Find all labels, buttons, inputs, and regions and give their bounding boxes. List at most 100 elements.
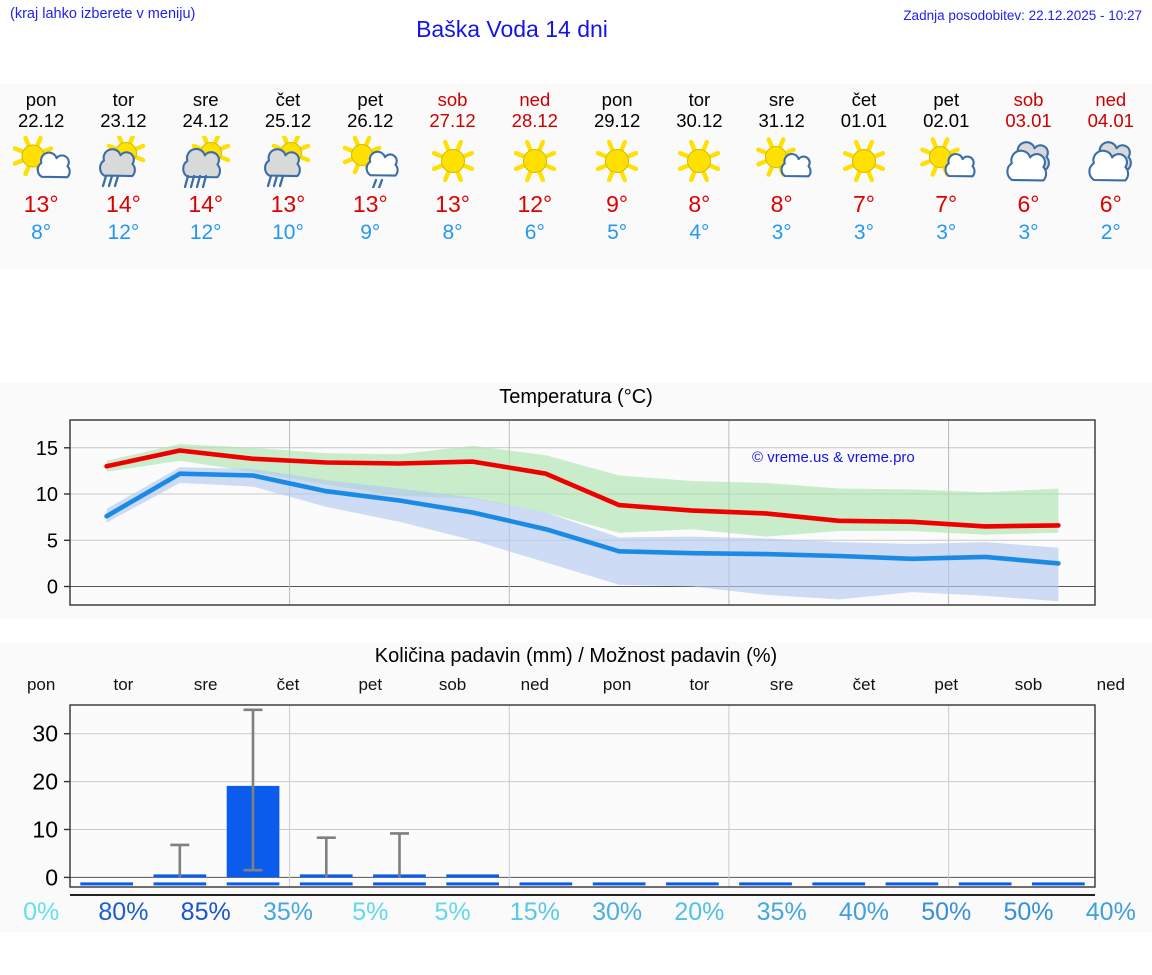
menu-hint-text: (kraj lahko izberete v meniju) (10, 6, 196, 22)
precipitation-probability-label: 50% (921, 898, 972, 926)
precipitation-day-label: tor (689, 675, 710, 694)
day-column[interactable]: tor 30.12 8° 4° (658, 84, 740, 269)
day-date-label: 01.01 (840, 110, 888, 131)
precipitation-probability-label: 0% (23, 898, 60, 926)
day-column[interactable]: čet 01.01 7° 3° (823, 84, 905, 269)
max-temperature-label: 14° (188, 191, 224, 217)
last-updated-text: Zadnja posodobitev: 22.12.2025 - 10:27 (903, 8, 1142, 23)
min-temperature-label: 2° (1100, 221, 1121, 244)
spacer-gap (0, 269, 1152, 383)
svg-text:0: 0 (47, 577, 58, 599)
max-temperature-label: 12° (517, 191, 553, 217)
max-temperature-label: 13° (352, 191, 388, 217)
copyright-credit: © vreme.us & vreme.pro (752, 449, 915, 466)
day-date-label: 29.12 (593, 110, 641, 131)
min-temperature-label: 12° (189, 221, 222, 244)
precipitation-probability-label: 35% (262, 898, 313, 926)
precipitation-probability-label: 5% (352, 898, 389, 926)
spacer-gap-2 (0, 618, 1152, 642)
cloudy-icon (987, 134, 1069, 190)
min-temperature-label: 3° (936, 221, 957, 244)
svg-text:10: 10 (32, 817, 58, 843)
min-temperature-label: 8° (442, 221, 463, 244)
day-date-label: 28.12 (511, 110, 558, 131)
day-date-label: 22.12 (17, 110, 65, 131)
min-temperature-label: 3° (771, 221, 792, 244)
precipitation-day-label: ned (1096, 675, 1125, 694)
svg-text:20: 20 (32, 769, 58, 795)
day-date-label: 31.12 (758, 110, 805, 131)
min-temperature-label: 8° (31, 221, 52, 244)
day-column[interactable]: pon 29.12 9° 5° (576, 84, 658, 269)
spacer-gap-3 (0, 932, 1152, 975)
svg-text:5: 5 (47, 530, 58, 552)
day-column[interactable]: ned 04.01 6° 2° (1070, 84, 1152, 269)
daily-forecast-strip: pon 22.12 13° 8° tor 23.12 14° 12° sre 24.12 14° 12… (0, 84, 1152, 269)
max-temperature-label: 14° (106, 191, 141, 217)
day-date-label: 24.12 (182, 110, 229, 131)
min-temperature-label: 9° (360, 221, 381, 244)
day-column[interactable]: tor 23.12 14° 12° (82, 84, 164, 269)
precipitation-chart: Količina padavin (mm) / Možnost padavin … (0, 642, 1152, 932)
precipitation-day-label: tor (113, 675, 134, 694)
day-column[interactable]: pon 22.12 13° 8° (0, 84, 82, 269)
sun-small-cloud-icon (741, 134, 823, 190)
svg-text:15: 15 (36, 438, 58, 460)
precipitation-probability-label: 5% (434, 898, 471, 926)
temperature-chart-title: Temperatura (°C) (499, 386, 653, 408)
day-of-week-label: čet (851, 89, 877, 110)
min-temperature-label: 4° (689, 221, 710, 244)
day-date-label: 30.12 (676, 110, 723, 131)
day-column[interactable]: sre 24.12 14° 12° (165, 84, 247, 269)
precipitation-probability-label: 40% (838, 898, 889, 926)
day-column[interactable]: pet 26.12 13° 9° (329, 84, 411, 269)
sun-icon (576, 134, 658, 190)
sun-icon (494, 134, 576, 190)
day-of-week-label: sob (1013, 89, 1044, 110)
precipitation-day-label: pet (358, 675, 383, 694)
sun-cloud-rain-icon (82, 134, 164, 190)
min-temperature-label: 10° (272, 221, 304, 244)
day-column[interactable]: sob 27.12 13° 8° (411, 84, 493, 269)
precipitation-day-label: pon (602, 675, 632, 694)
sun-icon (823, 134, 905, 190)
sun-icon (658, 134, 740, 190)
day-column[interactable]: ned 28.12 12° 6° (494, 84, 576, 269)
day-of-week-label: pon (25, 89, 57, 110)
day-of-week-label: tor (688, 89, 711, 110)
svg-text:0: 0 (45, 864, 58, 890)
precipitation-probability-label: 80% (98, 898, 149, 926)
day-date-label: 26.12 (347, 110, 394, 131)
max-temperature-label: 13° (270, 191, 306, 217)
day-of-week-label: ned (519, 89, 551, 110)
day-column[interactable]: čet 25.12 13° 10° (247, 84, 329, 269)
max-temperature-label: 7° (852, 191, 875, 217)
page-title: Baška Voda 14 dni (416, 16, 608, 42)
precipitation-day-label: čet (852, 675, 876, 694)
page-header: (kraj lahko izberete v meniju) Baška Vod… (0, 0, 1152, 46)
day-column[interactable]: pet 02.01 7° 3° (905, 84, 987, 269)
precipitation-probability-label: 50% (1003, 898, 1054, 926)
precipitation-probability-label: 40% (1085, 898, 1136, 926)
precipitation-day-label: pon (26, 675, 56, 694)
day-of-week-label: sob (437, 89, 468, 110)
precipitation-day-label: sre (193, 675, 218, 694)
svg-text:10: 10 (36, 484, 58, 506)
min-temperature-label: 5° (607, 221, 628, 244)
day-column[interactable]: sre 31.12 8° 3° (741, 84, 823, 269)
day-date-label: 03.01 (1005, 110, 1052, 131)
precipitation-probability-label: 85% (180, 898, 231, 926)
max-temperature-label: 6° (1017, 191, 1040, 217)
precipitation-chart-canvas: 0 10 20 30 (32, 704, 1096, 896)
precipitation-probability-labels: 0% 80% 85% 35% 5% 5% 15% 30% 20% 35% 40% 50% 50% 40% (0, 898, 1152, 927)
cloudy-icon (1070, 134, 1152, 190)
min-temperature-label: 6° (524, 221, 545, 244)
max-temperature-label: 9° (606, 191, 629, 217)
day-of-week-label: čet (275, 89, 301, 110)
max-temperature-label: 7° (935, 191, 958, 217)
precipitation-day-label: ned (520, 675, 550, 694)
precipitation-day-label: sob (438, 675, 467, 694)
day-column[interactable]: sob 03.01 6° 3° (987, 84, 1069, 269)
min-temperature-label: 3° (1018, 221, 1039, 244)
